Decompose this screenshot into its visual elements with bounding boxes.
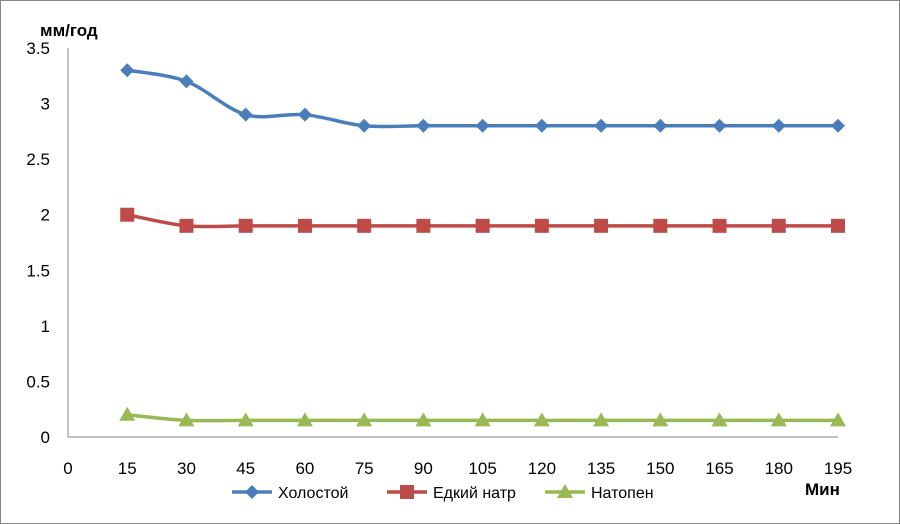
legend-swatch-marker bbox=[245, 485, 259, 499]
x-tick-label: 120 bbox=[528, 459, 556, 478]
data-point bbox=[297, 107, 312, 122]
data-point bbox=[120, 63, 135, 78]
data-point bbox=[652, 412, 669, 427]
legend: Холостой Едкий натр Натопен bbox=[232, 484, 654, 502]
data-point bbox=[475, 118, 490, 133]
legend-item: Холостой bbox=[232, 485, 348, 502]
y-tick-label: 2.5 bbox=[26, 150, 50, 169]
data-point bbox=[831, 218, 845, 233]
data-point bbox=[238, 218, 253, 233]
axes bbox=[67, 48, 838, 438]
legend-swatch-marker bbox=[557, 484, 573, 498]
x-tick-label: 90 bbox=[414, 459, 433, 478]
data-point bbox=[416, 218, 431, 233]
data-point bbox=[594, 118, 609, 133]
data-point bbox=[534, 118, 549, 133]
data-point bbox=[771, 118, 786, 133]
y-tick-label: 0 bbox=[41, 428, 50, 447]
data-point bbox=[831, 118, 845, 133]
series-2 bbox=[120, 207, 845, 233]
data-point bbox=[474, 412, 491, 427]
x-tick-label: 15 bbox=[118, 459, 137, 478]
data-point bbox=[712, 118, 727, 133]
data-point bbox=[533, 412, 550, 427]
legend-label: Натопен bbox=[591, 485, 654, 502]
data-point bbox=[296, 412, 313, 427]
data-point bbox=[594, 218, 609, 233]
data-point bbox=[119, 406, 136, 421]
y-axis-title: мм/год bbox=[40, 21, 98, 40]
x-tick-label: 165 bbox=[705, 459, 733, 478]
data-point bbox=[178, 412, 195, 427]
x-tick-label: 0 bbox=[63, 459, 72, 478]
data-point bbox=[416, 118, 431, 133]
data-point bbox=[712, 218, 727, 233]
y-tick-label: 3.5 bbox=[26, 39, 50, 58]
data-point bbox=[120, 207, 135, 222]
data-point bbox=[357, 118, 372, 133]
data-point bbox=[653, 118, 668, 133]
legend-label: Едкий натр bbox=[433, 485, 516, 502]
series-1 bbox=[120, 63, 845, 133]
data-point bbox=[711, 412, 728, 427]
x-tick-labels: 0 15 30 45 60 75 90 105 120 135 150 165 180 195 bbox=[63, 459, 852, 478]
y-tick-label: 0.5 bbox=[26, 372, 50, 391]
series-line bbox=[126, 68, 838, 129]
legend-label: Холостой bbox=[278, 485, 348, 502]
x-axis-title: Мин bbox=[805, 480, 840, 499]
data-point bbox=[770, 412, 787, 427]
x-tick-label: 45 bbox=[236, 459, 255, 478]
x-tick-label: 150 bbox=[646, 459, 674, 478]
series-3 bbox=[119, 406, 846, 427]
x-tick-label: 180 bbox=[765, 459, 793, 478]
data-point bbox=[830, 412, 846, 427]
y-tick-label: 1 bbox=[41, 317, 50, 336]
x-tick-label: 60 bbox=[295, 459, 314, 478]
plot-area bbox=[119, 63, 846, 427]
data-point bbox=[357, 218, 372, 233]
y-tick-label: 2 bbox=[41, 206, 50, 225]
data-point bbox=[297, 218, 312, 233]
x-tick-label: 30 bbox=[177, 459, 196, 478]
data-point bbox=[179, 218, 194, 233]
data-point bbox=[237, 412, 254, 427]
data-point bbox=[771, 218, 786, 233]
data-point bbox=[534, 218, 549, 233]
data-point bbox=[238, 107, 253, 122]
legend-item: Едкий натр bbox=[387, 485, 516, 502]
legend-swatch-marker bbox=[400, 485, 414, 499]
data-point bbox=[593, 412, 610, 427]
data-point bbox=[415, 412, 432, 427]
x-tick-label: 105 bbox=[468, 459, 496, 478]
x-tick-label: 75 bbox=[355, 459, 374, 478]
y-tick-labels: 0 0.5 1 1.5 2 2.5 3 3.5 bbox=[26, 39, 50, 447]
legend-item: Натопен bbox=[545, 484, 654, 502]
x-tick-label: 195 bbox=[824, 459, 852, 478]
data-point bbox=[475, 218, 490, 233]
x-tick-label: 135 bbox=[587, 459, 615, 478]
y-tick-label: 1.5 bbox=[26, 261, 50, 280]
y-tick-label: 3 bbox=[41, 95, 50, 114]
data-point bbox=[653, 218, 668, 233]
data-point bbox=[356, 412, 373, 427]
data-point bbox=[179, 74, 194, 89]
